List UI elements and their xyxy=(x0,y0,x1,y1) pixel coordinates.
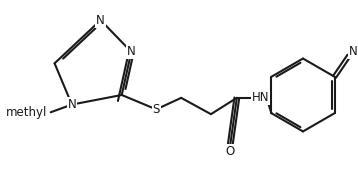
Text: HN: HN xyxy=(252,91,270,104)
Text: O: O xyxy=(226,145,235,158)
Text: methyl: methyl xyxy=(5,106,47,119)
Text: N: N xyxy=(127,45,136,58)
Text: N: N xyxy=(96,14,105,27)
Text: N: N xyxy=(67,98,76,111)
Text: S: S xyxy=(153,103,160,116)
Text: N: N xyxy=(349,45,358,58)
